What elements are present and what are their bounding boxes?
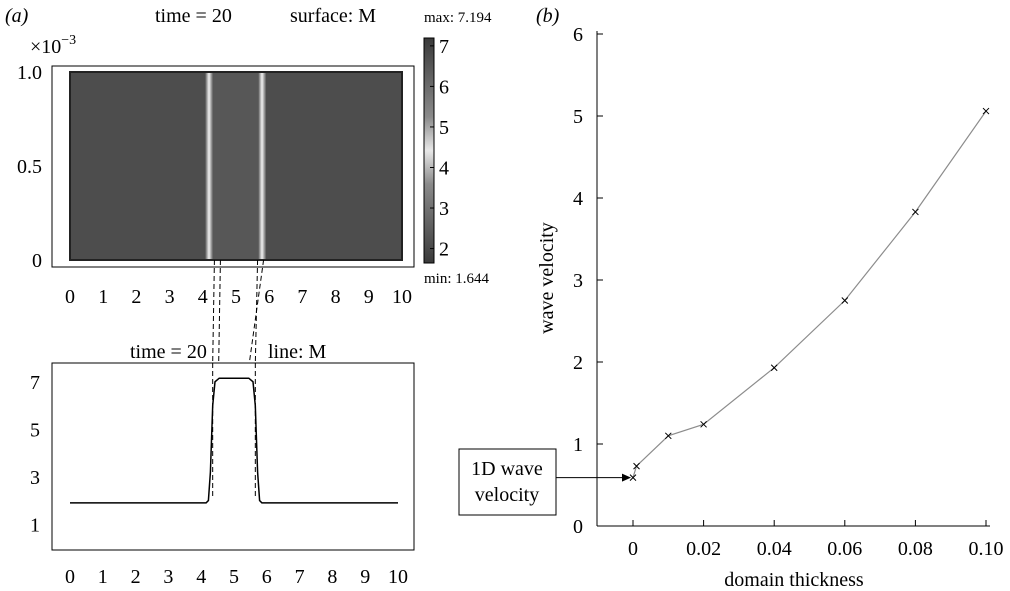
line-x-tick: 5 xyxy=(229,566,239,588)
line-x-tick: 6 xyxy=(262,566,272,588)
connector-lines xyxy=(212,259,265,364)
line-x-tick: 4 xyxy=(196,566,206,588)
surface-y-tick: 0 xyxy=(32,250,42,272)
colorbar-tick-label: 6 xyxy=(439,76,449,98)
surface-y-tick: 1.0 xyxy=(17,62,42,84)
colorbar-tick-label: 2 xyxy=(439,239,449,261)
connector-line xyxy=(212,259,215,364)
colorbar-min: min: 1.644 xyxy=(424,271,490,287)
b-x-ticks: 0 0.02 0.04 0.06 0.08 0.10 xyxy=(628,520,1004,560)
b-y-axis-label: wave velocity xyxy=(536,222,558,334)
line-x-tick: 2 xyxy=(131,566,141,588)
b-data-point xyxy=(633,462,640,470)
b-series-markers xyxy=(629,107,990,481)
surface-band-right xyxy=(258,73,266,259)
surface-title-left: time = 20 xyxy=(155,5,232,27)
annotation-line1: 1D wave xyxy=(471,458,543,480)
annotation-line2: velocity xyxy=(475,484,539,506)
line-guide-lines xyxy=(212,363,256,496)
line-x-tick: 10 xyxy=(388,566,408,588)
colorbar-tick-label: 3 xyxy=(439,198,449,220)
b-data-point xyxy=(664,432,672,440)
surface-band-left xyxy=(205,73,213,259)
colorbar-tick-label: 7 xyxy=(439,36,449,58)
annotation-box xyxy=(458,448,557,516)
line-x-tick: 1 xyxy=(98,566,108,588)
b-data-point xyxy=(841,297,849,304)
b-data-point xyxy=(912,208,919,216)
b-x-tick-label: 0.06 xyxy=(827,538,862,560)
b-x-tick-label: 0 xyxy=(628,538,638,560)
line-x-ticks: 0 1 2 3 4 5 6 7 8 9 10 xyxy=(65,566,408,588)
b-data-point xyxy=(629,474,637,481)
b-x-tick-label: 0.10 xyxy=(969,538,1004,560)
b-x-tick-label: 0.02 xyxy=(686,538,721,560)
panel-a-label: (a) xyxy=(5,5,29,27)
surface-x-tick: 1 xyxy=(98,286,108,308)
surface-title-right: surface: M xyxy=(290,5,376,27)
surface-x-ticks: 0 1 2 3 4 5 6 7 8 9 10 xyxy=(65,286,412,308)
colorbar-tick-label: 5 xyxy=(439,117,449,139)
surface-y-ticks: 0 0.5 1.0 xyxy=(17,62,42,272)
colorbar-max: max: 7.194 xyxy=(424,10,492,26)
line-y-tick: 5 xyxy=(30,419,40,441)
surface-plot: time = 20 surface: M ×10−3 0 0.5 1.0 0 1 2 3 4… xyxy=(17,5,415,308)
colorbar-strip xyxy=(423,37,435,264)
line-y-tick: 7 xyxy=(30,372,40,394)
line-series-m xyxy=(70,377,398,504)
surface-x-tick: 4 xyxy=(198,286,208,308)
line-y-tick: 1 xyxy=(30,514,40,536)
line-x-tick: 0 xyxy=(65,566,75,588)
b-y-tick-label: 3 xyxy=(573,270,583,292)
b-data-point xyxy=(700,420,707,428)
velocity-chart: 0 1 2 3 4 5 6 0 0.02 0.04 0.06 0.08 0.10 domain thi… xyxy=(458,24,1004,591)
connector-line xyxy=(248,259,265,364)
surface-scale-factor: ×10−3 xyxy=(30,33,76,58)
b-y-tick-label: 2 xyxy=(573,352,583,374)
surface-x-tick: 2 xyxy=(131,286,141,308)
b-y-tick-label: 0 xyxy=(573,516,583,538)
b-y-ticks: 0 1 2 3 4 5 6 xyxy=(573,24,603,538)
line-y-ticks: 1 3 5 7 xyxy=(30,372,40,537)
b-data-point xyxy=(982,107,990,115)
surface-x-tick: 3 xyxy=(165,286,175,308)
line-frame xyxy=(51,362,415,551)
panel-b-label: (b) xyxy=(536,5,560,27)
surface-x-tick: 8 xyxy=(331,286,341,308)
surface-x-tick: 9 xyxy=(364,286,374,308)
line-x-tick: 9 xyxy=(360,566,370,588)
surface-mid-region xyxy=(213,73,258,259)
line-y-tick: 3 xyxy=(30,467,40,489)
colorbar-tick-label: 4 xyxy=(439,157,449,179)
b-x-axis-label: domain thickness xyxy=(724,569,864,591)
colorbar-ticks: 2 3 4 5 6 7 xyxy=(430,36,449,261)
line-x-tick: 8 xyxy=(327,566,337,588)
line-title-left: time = 20 xyxy=(130,341,207,363)
annotation-arrowhead xyxy=(622,473,631,482)
b-series-line xyxy=(632,110,987,478)
surface-x-tick: 7 xyxy=(297,286,307,308)
b-x-tick-label: 0.08 xyxy=(898,538,933,560)
surface-y-tick: 0.5 xyxy=(17,156,42,178)
b-y-tick-label: 4 xyxy=(573,188,583,210)
line-x-tick: 7 xyxy=(295,566,305,588)
b-x-tick-label: 0.04 xyxy=(757,538,792,560)
surface-x-tick: 5 xyxy=(231,286,241,308)
surface-x-tick: 10 xyxy=(392,286,412,308)
colorbar: max: 7.194 2 3 4 5 6 7 min: 1.644 xyxy=(423,10,492,287)
connector-line xyxy=(218,259,221,364)
surface-x-tick: 0 xyxy=(65,286,75,308)
b-data-point xyxy=(770,364,778,372)
line-title-right: line: M xyxy=(268,341,327,363)
b-y-tick-label: 5 xyxy=(573,106,583,128)
surface-x-tick: 6 xyxy=(264,286,274,308)
b-y-tick-label: 6 xyxy=(573,24,583,46)
b-y-tick-label: 1 xyxy=(573,434,583,456)
line-x-tick: 3 xyxy=(163,566,173,588)
